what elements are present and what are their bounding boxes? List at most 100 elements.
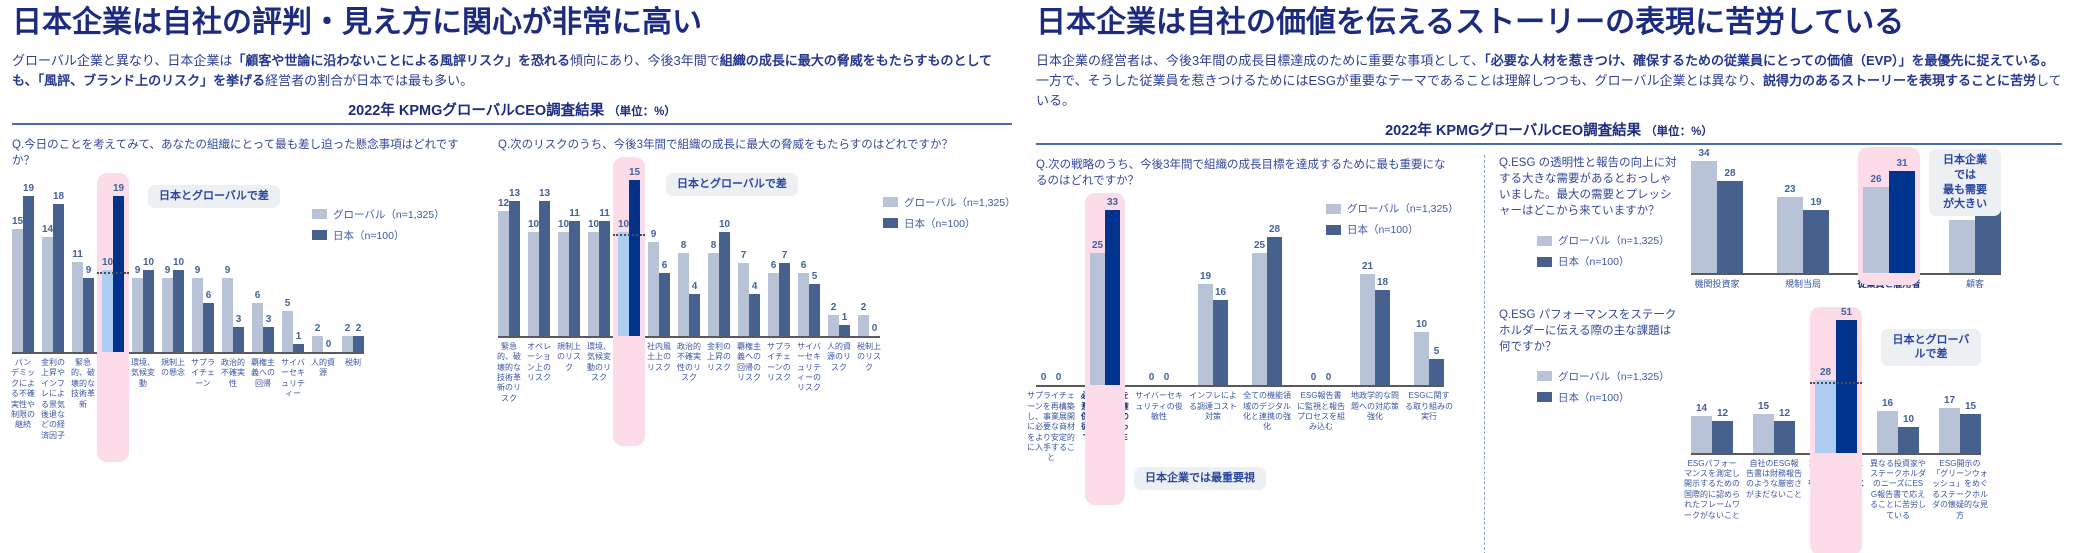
category-label: 顧客 bbox=[1965, 278, 1984, 289]
bar-value: 9 bbox=[194, 265, 201, 277]
bar-col: 4 bbox=[749, 282, 760, 336]
bar-col: 21 bbox=[1360, 260, 1375, 386]
japan-swatch bbox=[312, 230, 327, 241]
bar-global bbox=[72, 261, 83, 352]
bar-value: 10 bbox=[587, 218, 600, 230]
bar-value: 21 bbox=[1361, 260, 1374, 272]
bar-col: 10 bbox=[587, 218, 600, 336]
bar-japan bbox=[1836, 320, 1857, 453]
bar-value: 5 bbox=[284, 297, 291, 309]
bar-value: 6 bbox=[205, 289, 212, 301]
bar-pair: 16 10 bbox=[1877, 399, 1919, 453]
right-subcolumn: Q.ESG の透明性と報告の向上に対する大きな需要があるとおっしゃいました。最大… bbox=[1499, 146, 2039, 553]
category-label: 機関投資家 bbox=[1694, 278, 1740, 289]
bar-pair: 19 16 bbox=[1198, 271, 1228, 386]
chart-plot-area: 12 13 10 13 10 11 10 11 10 15 9 6 8 4 8 10 7 4 6 7 6 5 2 1 2 0 グロー… bbox=[498, 156, 1016, 446]
bar-pair: 15 12 bbox=[1753, 401, 1795, 453]
category-label: 政治的不確実性 bbox=[221, 357, 245, 388]
category-label: サイバーセキュリティの俊敏性 bbox=[1135, 391, 1183, 421]
bar-pair: 9 10 bbox=[132, 257, 154, 352]
legend-global-label: グローバル（n=1,325） bbox=[1558, 235, 1670, 248]
bar-col: 10 bbox=[102, 257, 113, 352]
bar-japan bbox=[53, 204, 64, 352]
category-label: 地政学的な問題への対応策強化 bbox=[1351, 391, 1399, 421]
bar-col: 3 bbox=[263, 315, 274, 352]
bar-value: 0 bbox=[1148, 372, 1155, 384]
bar-value: 0 bbox=[1055, 372, 1062, 384]
legend: グローバル（n=1,325） 日本（n=100） bbox=[883, 195, 1016, 231]
category-label: 人的資源のリスク bbox=[827, 341, 851, 372]
chart-esg-demand-row: Q.ESG の透明性と報告の向上に対する大きな需要があるとおっしゃいました。最大… bbox=[1499, 146, 2039, 291]
bar-value: 19 bbox=[1199, 271, 1212, 283]
legend-global-label: グローバル（n=1,325） bbox=[1558, 370, 1670, 383]
right-panel-intro: 日本企業の経営者は、今後3年間の成長目標達成のために重要な事項として、「必要な人… bbox=[1036, 51, 2062, 111]
bar-col: 7 bbox=[779, 251, 790, 336]
annotation-callout: 日本企業では 最も需要が大きい bbox=[1929, 148, 2001, 217]
bar-pair: 23 19 bbox=[1777, 185, 1829, 273]
bar-pair: 10 15 bbox=[618, 167, 640, 336]
bar-col: 15 bbox=[12, 216, 23, 352]
survey-title-text: 2022年 KPMGグローバルCEO調査結果 bbox=[348, 102, 605, 119]
bar-japan bbox=[1889, 170, 1915, 273]
bars-row: 15 19 14 18 11 9 10 19 9 10 9 10 9 6 9 3 6 3 5 1 2 0 2 2 bbox=[12, 184, 364, 352]
bar-value: 0 bbox=[1163, 372, 1170, 384]
bar-value: 0 bbox=[871, 322, 878, 334]
bar-value: 12 bbox=[1716, 408, 1729, 420]
annotation-callout: 日本とグローバルで差 bbox=[148, 184, 280, 208]
bar-value: 19 bbox=[112, 183, 125, 195]
survey-title-underline bbox=[1036, 142, 2062, 145]
category-labels: パンデミックによる不確実性や制限の継続 金利の上昇やインフレによる景気後退などの経… bbox=[8, 354, 472, 441]
bar-value: 0 bbox=[325, 338, 332, 350]
chart-plot-area: 15 19 14 18 11 9 10 19 9 10 9 10 9 6 9 3 6 3 5 1 2 0 2 2 グローバル（n… bbox=[12, 172, 445, 462]
bar-japan bbox=[599, 221, 610, 336]
japan-swatch bbox=[1537, 392, 1552, 403]
bar-col: 2 bbox=[312, 323, 323, 352]
bar-col: 11 bbox=[569, 209, 580, 336]
bar-value: 28 bbox=[1819, 366, 1832, 378]
category-label: サプライチェーン bbox=[191, 357, 215, 388]
bar-value: 8 bbox=[680, 239, 687, 251]
bar-col: 26 bbox=[1863, 175, 1889, 273]
bars-row: 0 0 25 33 0 0 19 16 25 28 0 0 21 18 10 5 bbox=[1036, 197, 1444, 386]
bar-col: 9 bbox=[648, 230, 659, 336]
bar-global bbox=[252, 302, 263, 352]
chart-pressing-concerns-plot: 15 19 14 18 11 9 10 19 9 10 9 10 9 6 9 3 6 3 5 1 2 0 2 2 グローバル（n… bbox=[11, 172, 472, 462]
global-swatch bbox=[1537, 235, 1552, 246]
bar-japan bbox=[173, 269, 184, 352]
bar-col: 10 bbox=[618, 219, 629, 336]
legend-japan: 日本（n=100） bbox=[312, 228, 445, 243]
bar-col: 9 bbox=[162, 266, 173, 352]
category-label: ESG開示の「グリーンウォッシュ」をめぐるステークホルダの懐疑的な見方 bbox=[1932, 458, 1988, 520]
bar-pair: 9 10 bbox=[162, 257, 184, 352]
bar-col: 34 bbox=[1691, 148, 1717, 273]
legend-japan: 日本（n=100） bbox=[883, 216, 1016, 231]
bar-col: 11 bbox=[72, 249, 83, 352]
japan-swatch bbox=[1326, 224, 1341, 235]
annotation-callout: 日本とグローバルで差 bbox=[1881, 328, 1981, 367]
bar-global bbox=[1252, 252, 1267, 386]
bar-value: 33 bbox=[1106, 197, 1119, 209]
global-swatch bbox=[312, 209, 327, 220]
category-label: 人的資源 bbox=[311, 357, 335, 378]
bar-global bbox=[1877, 411, 1898, 453]
category-label: 税制 bbox=[345, 357, 361, 367]
bar-col: 28 bbox=[1815, 366, 1836, 453]
bar-japan bbox=[1898, 426, 1919, 453]
chart-esg-demand-plot: 3428231926311622日本企業では 最も需要が大きい機関投資家規制当局… bbox=[1691, 146, 2018, 291]
bar-col: 6 bbox=[659, 261, 670, 336]
bars-row: 12 13 10 13 10 11 10 11 10 15 9 6 8 4 8 10 7 4 6 7 6 5 2 1 2 0 bbox=[498, 167, 880, 336]
bar-global bbox=[558, 231, 569, 336]
intro-emphasis: 組織の成長に最大の脅威をもたらすものとしても、「風評、ブランド上のリスク」を挙げ… bbox=[12, 52, 993, 88]
bar-col: 23 bbox=[1777, 185, 1803, 273]
category-label: サイバーセキュリティー bbox=[281, 357, 305, 399]
bar-value: 16 bbox=[1214, 287, 1227, 299]
chart-pressing-concerns: Q.今日のことを考えてみて、あなたの組織にとって最も差し迫った懸念事項はどれです… bbox=[11, 129, 472, 462]
bar-japan bbox=[293, 343, 304, 352]
bar-value: 0 bbox=[1040, 372, 1047, 384]
category-label: ESG報告書に監視と報告プロセスを組み込む bbox=[1297, 391, 1345, 432]
bar-value: 28 bbox=[1268, 223, 1281, 235]
category-label: インフレによる調達コスト対策 bbox=[1189, 391, 1237, 421]
bar-col: 5 bbox=[282, 297, 293, 352]
